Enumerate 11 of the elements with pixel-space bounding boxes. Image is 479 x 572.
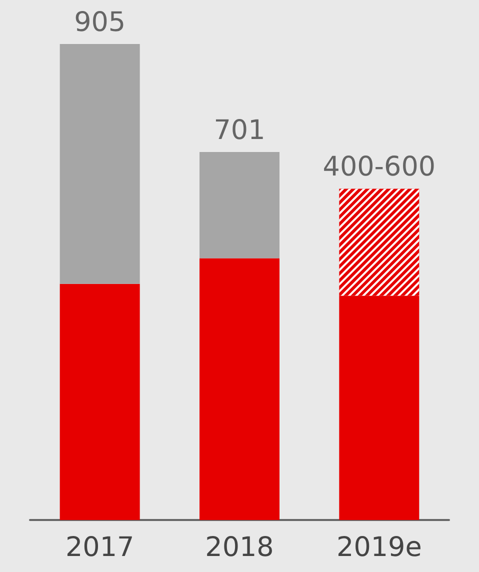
annotation: 400-600 [322,152,436,183]
bar [339,296,420,520]
bar [200,152,280,258]
x-tick-label: 2019e [336,532,422,563]
bar [60,284,140,520]
annotation: 701 [214,115,266,146]
bar [60,44,140,284]
annotation: 905 [74,7,126,38]
x-tick-label: 2018 [205,532,274,563]
bar [200,258,280,520]
x-tick-label: 2017 [65,532,134,563]
